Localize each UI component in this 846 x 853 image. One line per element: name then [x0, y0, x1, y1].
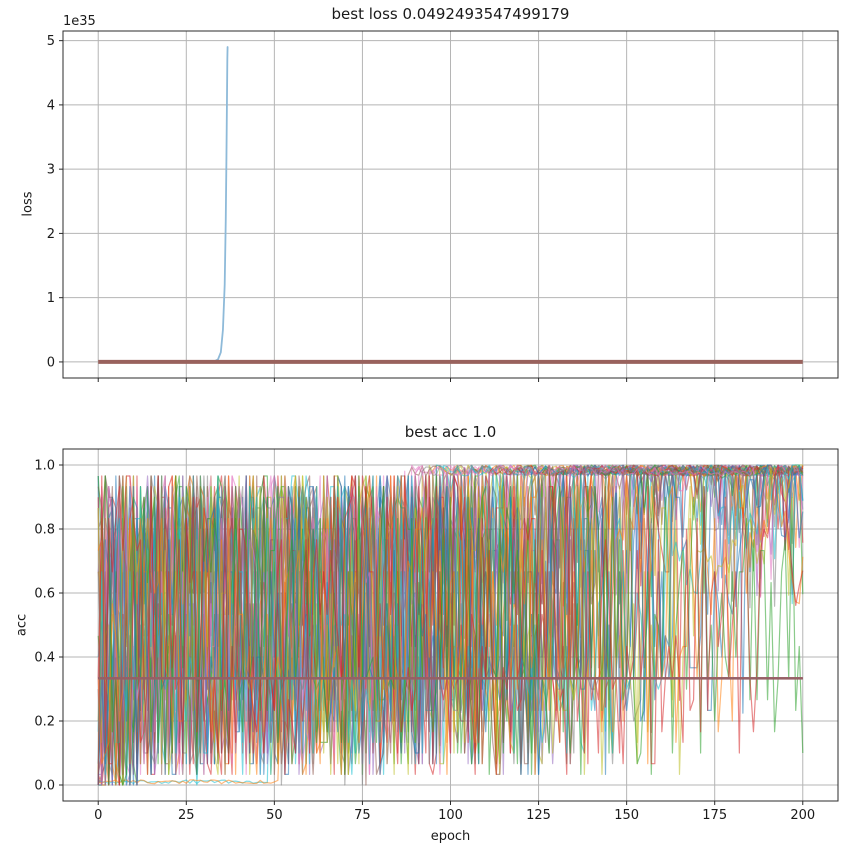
loss-diverged-run-line [203, 46, 229, 363]
acc-axes-y-tick-label: 0.6 [34, 587, 55, 602]
loss-chart-title: best loss 0.0492493547499179 [331, 5, 570, 23]
acc-axes-y-tick-label: 0.4 [34, 651, 55, 666]
acc-axes-x-tick-label: 75 [354, 808, 371, 823]
loss-axes-y-tick-label: 3 [47, 163, 55, 178]
acc-run-line [97, 464, 804, 786]
acc-axes: 0 25 50 75 100 125 150 175 200 0.0 0.2 0.4 0.6 0.8 1.0 [34, 448, 839, 823]
loss-axes-y-tick-label: 0 [47, 355, 55, 370]
loss-axes-y-tick-label: 1 [47, 291, 55, 306]
acc-run-line [97, 464, 804, 786]
loss-axes-axes: 0 1 2 3 4 5 [47, 30, 839, 382]
acc-axes-y-tick-label: 0.8 [34, 523, 55, 538]
loss-axes-y-tick-label: 2 [47, 227, 55, 242]
loss-axis-offset-label: 1e35 [63, 14, 96, 29]
loss-ylabel: loss [20, 191, 36, 217]
acc-run-line [97, 475, 804, 786]
acc-axes-y-tick-label: 0.0 [34, 779, 55, 794]
loss-axes-grid [63, 31, 838, 378]
acc-axes-x-tick-label: 50 [266, 808, 283, 823]
acc-axes-x-tick-label: 150 [614, 808, 639, 823]
acc-axes-x-tick-label: 200 [790, 808, 815, 823]
acc-axes-axes: 0 25 50 75 100 125 150 175 200 0.0 0.2 0.4 0.6 0.8 1.0 [34, 448, 839, 823]
acc-chart-title: best acc 1.0 [404, 423, 497, 441]
acc-axes-x-tick-label: 0 [94, 808, 102, 823]
loss-axes-y-tick-label: 5 [47, 34, 55, 49]
loss-axes-y-tick-label: 4 [47, 98, 55, 113]
acc-axes-x-tick-label: 125 [526, 808, 551, 823]
acc-axes-series [97, 464, 804, 786]
loss-axes-series [98, 46, 803, 364]
loss-axes: 0 1 2 3 4 5 [47, 30, 839, 382]
acc-axes-y-tick-label: 1.0 [34, 459, 55, 474]
acc-axes-x-tick-label: 175 [702, 808, 727, 823]
acc-run-line [97, 464, 804, 786]
acc-axes-y-tick-label: 0.2 [34, 715, 55, 730]
acc-axes-x-tick-label: 25 [178, 808, 195, 823]
acc-ylabel: acc [14, 613, 30, 637]
acc-xlabel: epoch [430, 829, 471, 844]
acc-axes-x-tick-label: 100 [438, 808, 463, 823]
